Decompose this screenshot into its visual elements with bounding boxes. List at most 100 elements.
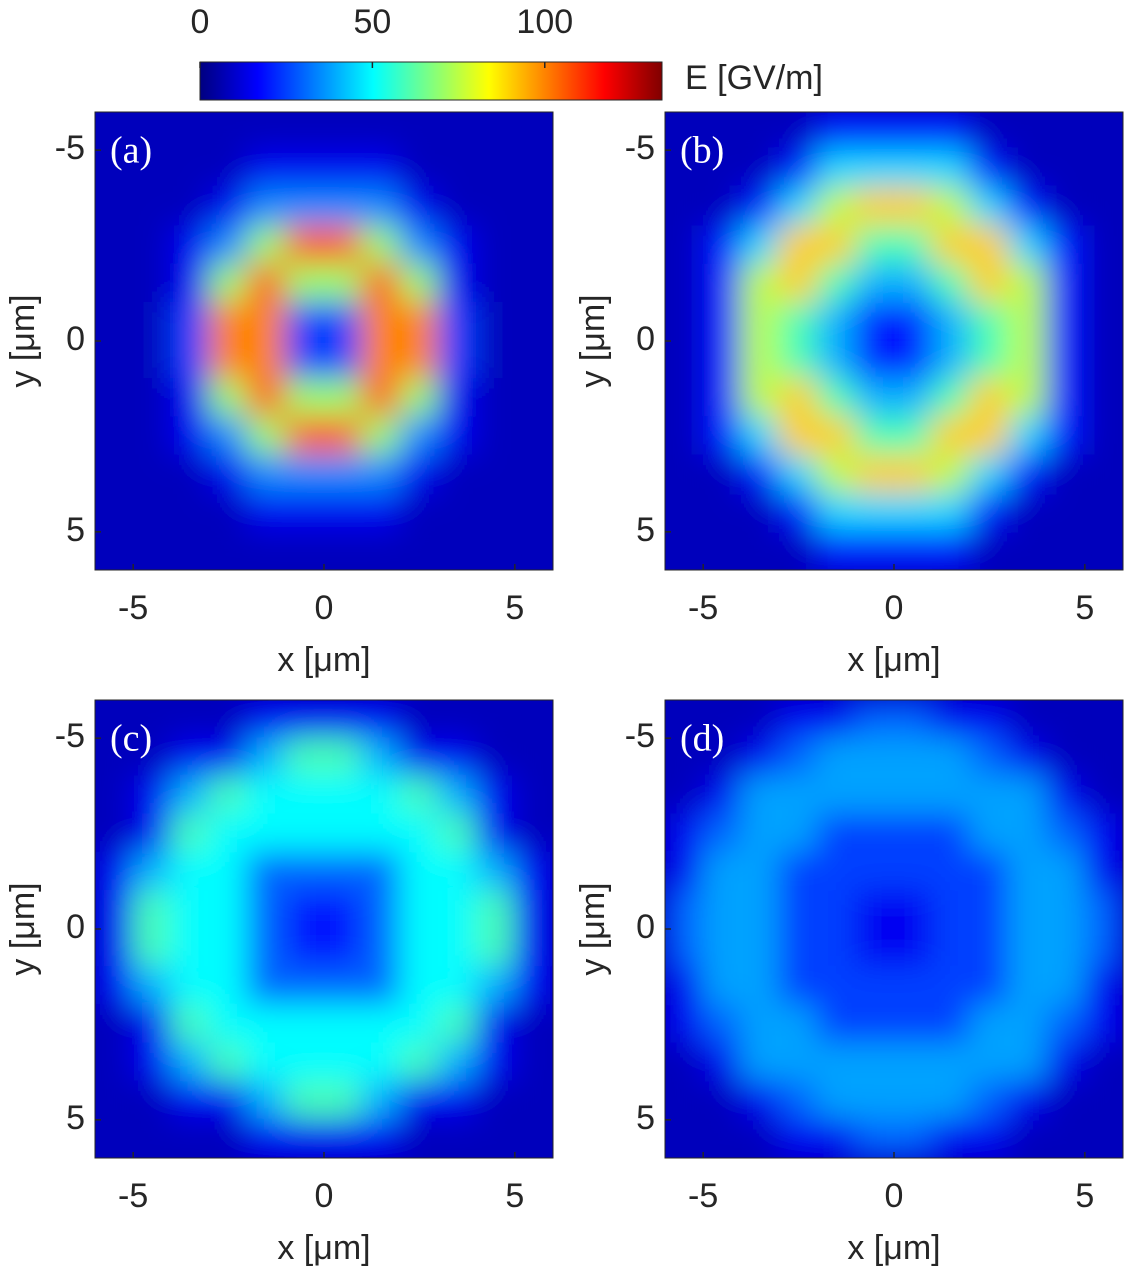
heatmap-cell [1007, 263, 1048, 304]
heatmap-cell [702, 966, 743, 1007]
heatmap-cells [665, 700, 1123, 1158]
heatmap-cell [1083, 889, 1123, 930]
heatmap-cell [893, 889, 934, 930]
heatmap-cell [170, 813, 211, 854]
heatmap-cell [246, 775, 287, 816]
heatmap-cell [284, 851, 325, 892]
heatmap-cell [1007, 340, 1048, 381]
heatmap-cell [284, 1042, 325, 1083]
heatmap-cell [854, 1118, 895, 1158]
heatmap-cell [702, 378, 743, 419]
heatmap-cell [854, 187, 895, 228]
heatmap-cell [778, 737, 819, 778]
heatmap-cell [95, 889, 135, 930]
heatmap-cell [969, 492, 1010, 533]
heatmap-cell [740, 928, 781, 969]
y-axis-label: y [μm] [574, 294, 612, 387]
heatmap-cell [854, 1042, 895, 1083]
heatmap-cell [475, 813, 516, 854]
heatmap-cell [323, 225, 364, 266]
heatmap-cell [475, 530, 516, 570]
heatmap-cell [475, 263, 516, 304]
heatmap-cell [437, 187, 478, 228]
heatmap-cell [95, 928, 135, 969]
heatmap-cell [208, 775, 249, 816]
heatmap-cell [284, 416, 325, 457]
heatmap-cell [816, 775, 857, 816]
heatmap-cell [969, 851, 1010, 892]
heatmap-cell [665, 813, 705, 854]
heatmap-cell [437, 149, 478, 190]
heatmap-cell [854, 700, 895, 740]
y-tick-label: 0 [66, 320, 85, 358]
heatmap-cell [969, 454, 1010, 495]
heatmap-cell [854, 149, 895, 190]
heatmap-cell [1083, 700, 1123, 740]
heatmap-cell [246, 340, 287, 381]
heatmap-cell [170, 149, 211, 190]
heatmap-cell [246, 112, 287, 152]
heatmap-cell [513, 966, 553, 1007]
heatmap-cell [170, 851, 211, 892]
heatmap-cell [170, 492, 211, 533]
heatmap-cell [854, 416, 895, 457]
heatmap-cell [361, 928, 402, 969]
heatmap-cell [208, 737, 249, 778]
heatmap-cell [323, 301, 364, 342]
heatmap-cell [702, 775, 743, 816]
heatmap-cell [740, 112, 781, 152]
x-tick-label: 0 [885, 1177, 904, 1215]
heatmap-cell [246, 1042, 287, 1083]
heatmap-cell [132, 187, 173, 228]
heatmap-cell [132, 1042, 173, 1083]
heatmap-cell [816, 966, 857, 1007]
heatmap-cell [208, 813, 249, 854]
heatmap-cell [437, 492, 478, 533]
heatmap-cell [931, 530, 972, 570]
heatmap-cell [513, 149, 553, 190]
heatmap-cell [1083, 378, 1123, 419]
heatmap-cell [361, 1042, 402, 1083]
heatmap-cell [170, 1004, 211, 1045]
heatmap-cell [816, 1004, 857, 1045]
heatmap-cell [740, 225, 781, 266]
heatmap-cell [702, 530, 743, 570]
heatmap-cell [665, 737, 705, 778]
heatmap-cell [969, 928, 1010, 969]
heatmap-cell [361, 1004, 402, 1045]
heatmap-cell [1083, 149, 1123, 190]
colorbar-tick-label: 0 [191, 3, 210, 41]
heatmap-cell [513, 1118, 553, 1158]
heatmap-cell [1045, 301, 1086, 342]
heatmap-cell [1007, 1004, 1048, 1045]
heatmap-cell [361, 775, 402, 816]
heatmap-cell [284, 340, 325, 381]
heatmap-cell [702, 149, 743, 190]
heatmap-cell [513, 889, 553, 930]
heatmap-cell [132, 492, 173, 533]
heatmap-cell [893, 112, 934, 152]
heatmap-cell [1007, 775, 1048, 816]
heatmap-cell [1007, 301, 1048, 342]
heatmap-cell [475, 149, 516, 190]
heatmap-cell [95, 1004, 135, 1045]
heatmap-cell [399, 112, 440, 152]
heatmap-cell [665, 889, 705, 930]
heatmap-cell [740, 813, 781, 854]
heatmap-cell [816, 889, 857, 930]
heatmap-cell [132, 1004, 173, 1045]
heatmap-cell [284, 187, 325, 228]
heatmap-cell [95, 340, 135, 381]
heatmap-cell [95, 775, 135, 816]
heatmap-cell [475, 187, 516, 228]
heatmap-cell [665, 700, 705, 740]
heatmap-cell [969, 1042, 1010, 1083]
heatmap-cell [284, 813, 325, 854]
heatmap-cell [513, 416, 553, 457]
heatmap-cell [740, 1042, 781, 1083]
heatmap-cell [969, 889, 1010, 930]
heatmap-cell [132, 112, 173, 152]
heatmap-cell [361, 530, 402, 570]
heatmap-cell [208, 340, 249, 381]
